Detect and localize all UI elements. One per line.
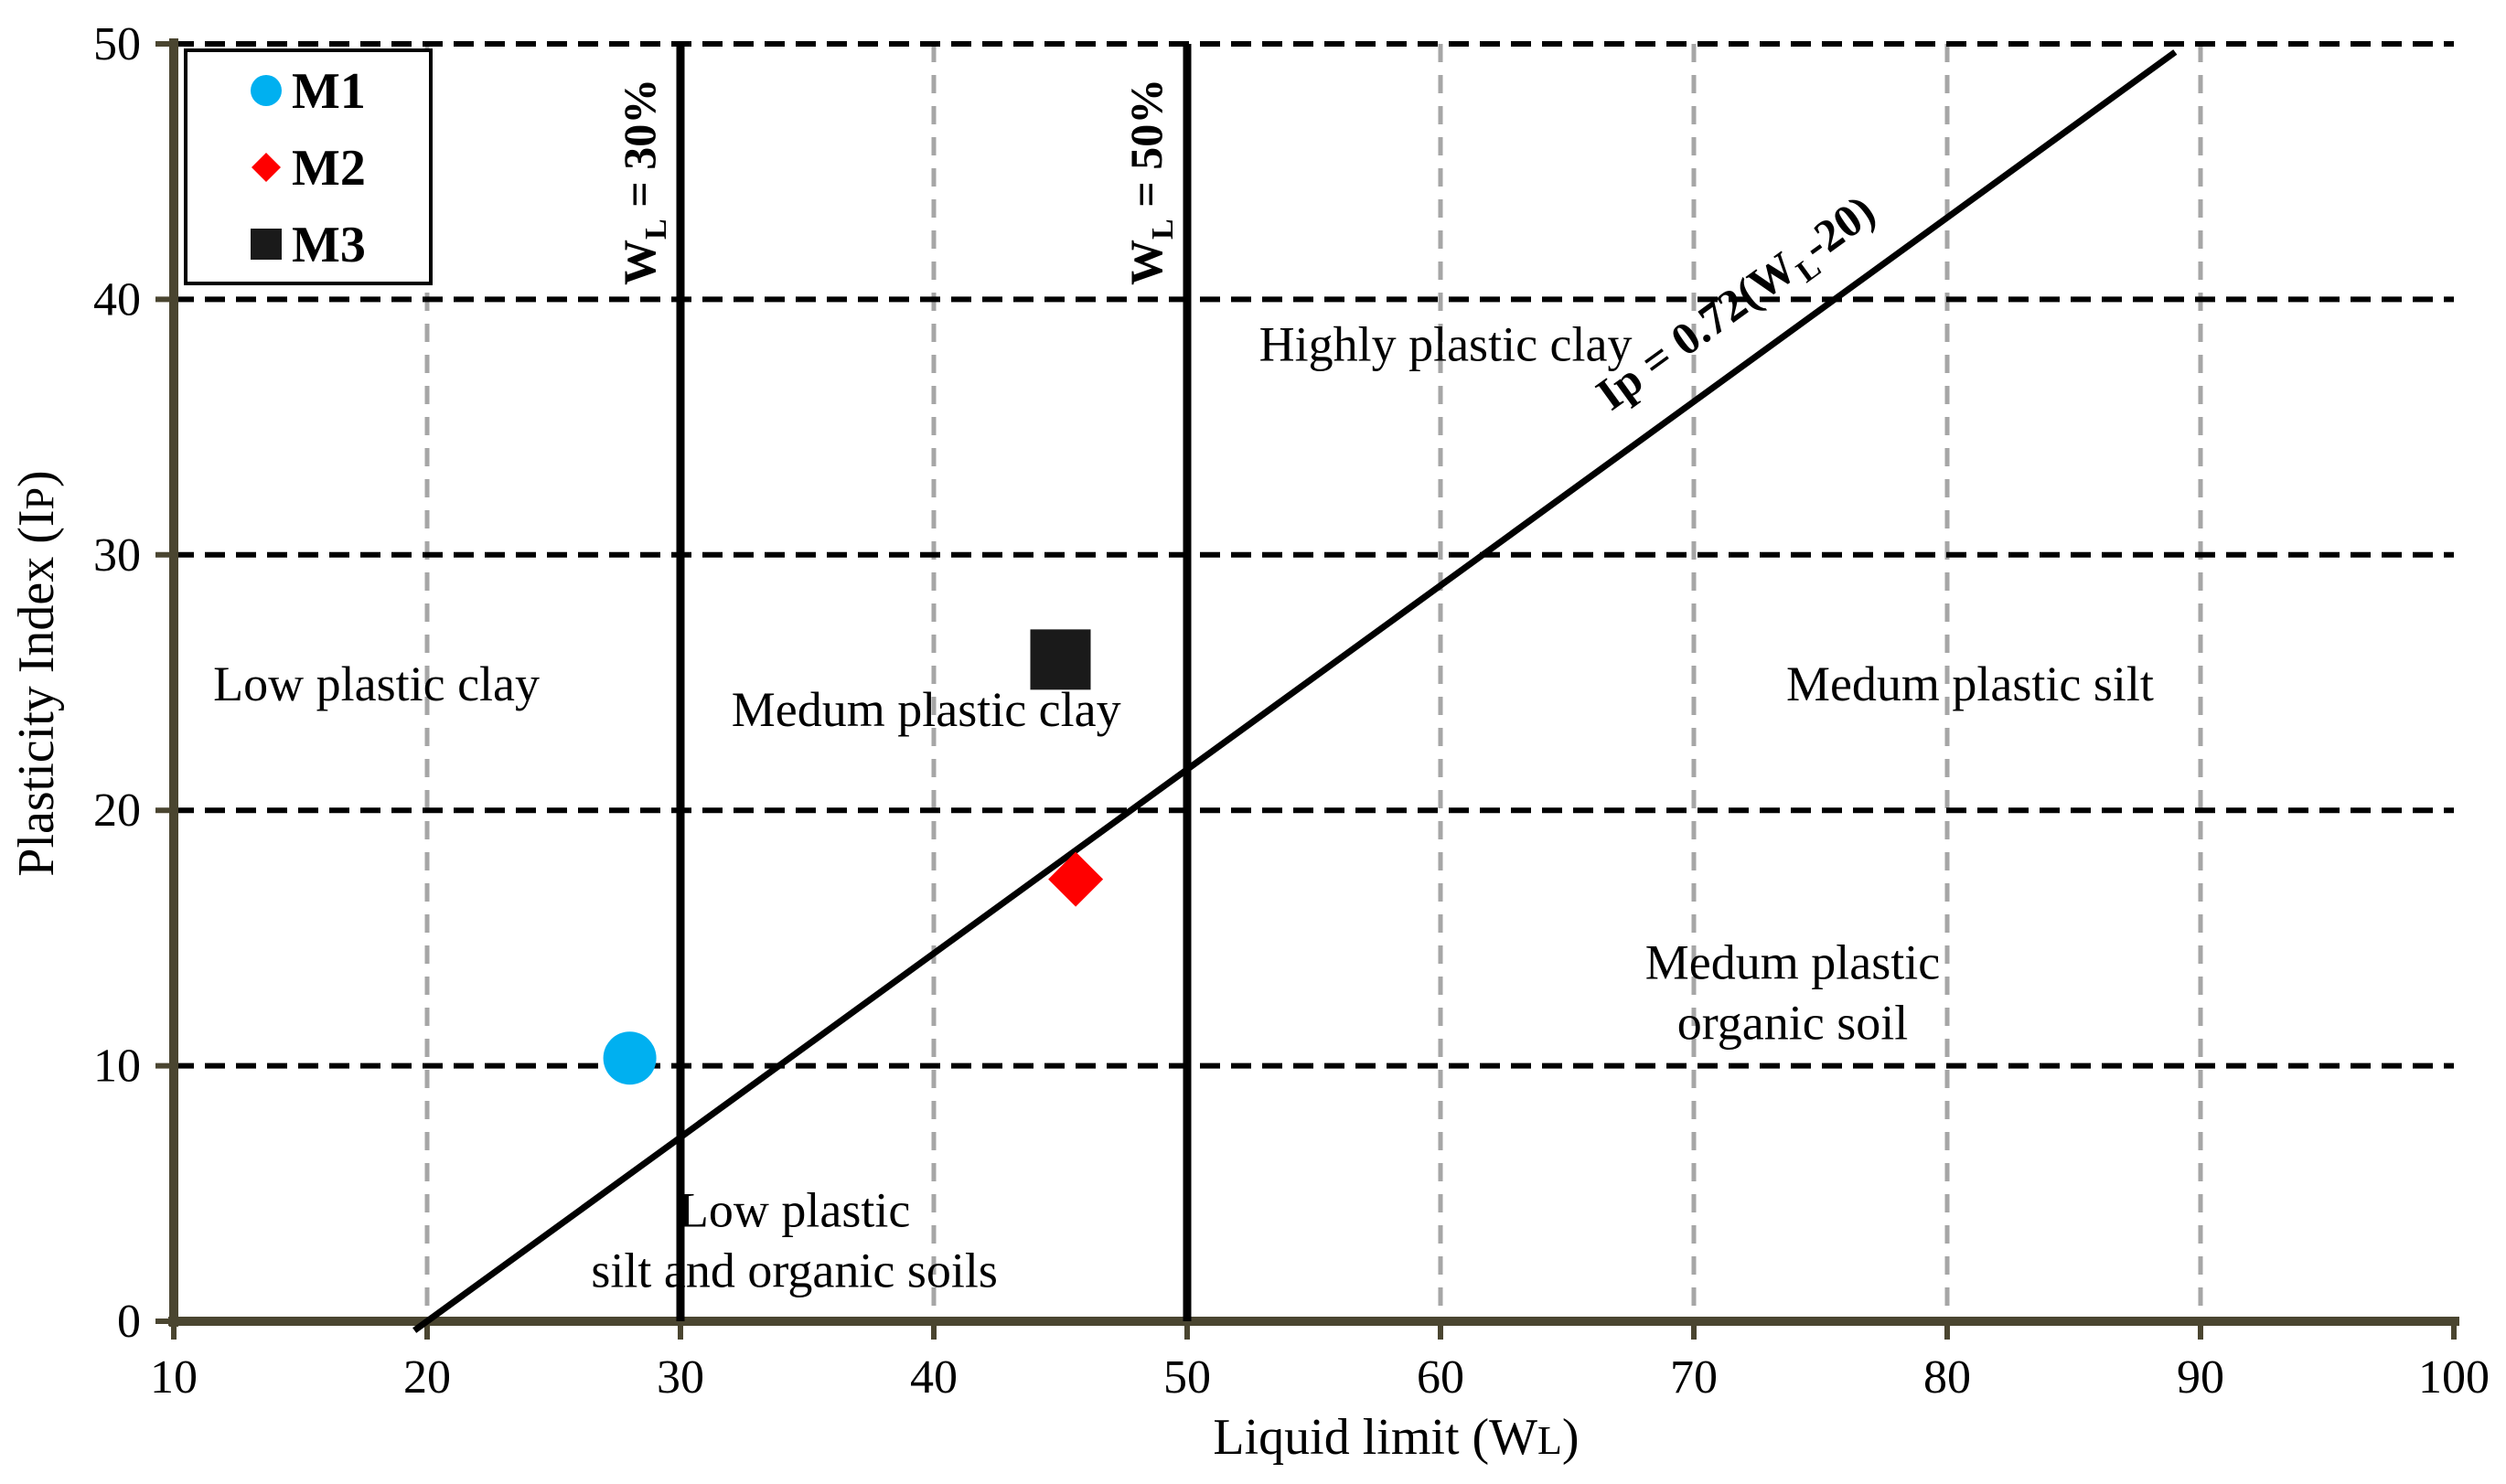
legend-marker-m1 [251, 75, 282, 106]
region-label: Low plastic silt and organic soils [591, 1183, 997, 1298]
x-tick-label: 70 [1670, 1351, 1718, 1404]
region-label: Medum plastic organic soil [1645, 935, 1940, 1051]
reference-line-label: WL = 50% [1120, 79, 1180, 285]
data-point-m2 [1048, 851, 1104, 907]
x-tick-label: 100 [2418, 1351, 2490, 1404]
y-tick-label: 50 [93, 18, 141, 70]
y-tick-label: 30 [93, 529, 141, 582]
legend: M1 M2 M3 [184, 48, 433, 285]
reference-line-label: WL = 30% [614, 79, 673, 285]
region-label: Low plastic clay [213, 657, 540, 711]
a-line [412, 49, 2178, 1333]
region-label: Medum plastic clay [732, 682, 1121, 737]
x-tick-label: 80 [1923, 1351, 1971, 1404]
points-layer [603, 629, 1104, 1085]
x-tick-label: 30 [657, 1351, 704, 1404]
y-tick-label: 40 [93, 273, 141, 326]
x-tick-label: 20 [403, 1351, 451, 1404]
legend-label-m3: M3 [292, 217, 366, 273]
x-tick-label: 50 [1163, 1351, 1211, 1404]
legend-marker-m3 [251, 229, 282, 260]
axes-layer [168, 38, 2459, 1327]
region-labels-layer: Low plastic clay Medum plastic clay Highly… [213, 316, 2154, 1297]
y-tick-label: 0 [117, 1296, 141, 1348]
region-label: Highly plastic clay [1259, 316, 1633, 371]
legend-label-m1: M1 [292, 63, 366, 120]
region-label: Medum plastic silt [1786, 657, 2154, 711]
x-tick-label: 90 [2177, 1351, 2224, 1404]
x-tick-label: 40 [910, 1351, 958, 1404]
x-tick-label: 60 [1417, 1351, 1464, 1404]
y-tick-label: 10 [93, 1041, 141, 1093]
data-point-m3 [1030, 629, 1091, 690]
x-axis-title: Liquid limit (WL) [1213, 1409, 1579, 1466]
y-axis-title: Plasticity Index (IP) [8, 470, 65, 876]
legend-label-m2: M2 [292, 140, 366, 197]
x-tick-label: 10 [150, 1351, 198, 1404]
legend-box [184, 48, 433, 285]
legend-marker-m2 [252, 153, 281, 182]
a-line-label: Ip = 0.72(WL-20) [1587, 185, 1889, 427]
y-tick-label: 20 [93, 785, 141, 837]
data-point-m1 [603, 1031, 657, 1085]
